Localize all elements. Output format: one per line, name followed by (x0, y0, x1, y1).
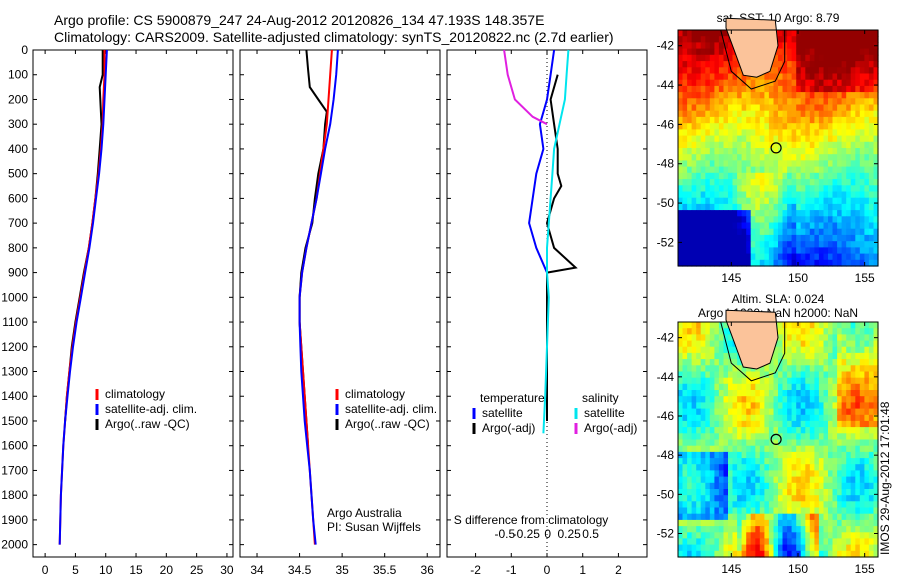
top-xtick-label: 0.5 (582, 527, 599, 541)
heatmap-cells-sst_map (678, 30, 879, 267)
map-subtitle: Argo h1000: NaN h2000: NaN (698, 306, 858, 320)
ytick-label: 800 (8, 241, 28, 255)
top-xtick-label: 0 (544, 527, 551, 541)
tasmania-land (725, 309, 779, 370)
plot-frame-temperature (32, 49, 234, 558)
series-line-sat_salinity (542, 49, 570, 434)
xtick-label: 36 (421, 563, 435, 577)
map-xtick-label: 155 (855, 562, 875, 576)
xtick-label: 1 (579, 563, 586, 577)
legend-label: Argo(-adj) (584, 421, 637, 435)
ytick-label: 1300 (1, 365, 28, 379)
map-ytick-label: -50 (657, 487, 675, 501)
xtick-label: 0 (42, 563, 49, 577)
ytick-label: 900 (8, 266, 28, 280)
map-ytick-label: -52 (657, 527, 675, 541)
top-xtick-label: 0.25 (557, 527, 581, 541)
xtick-label: 15 (129, 563, 143, 577)
ytick-label: 2000 (1, 538, 28, 552)
xtick-label: 25 (190, 563, 204, 577)
map-xtick-label: 145 (721, 562, 741, 576)
credit-annotation: Argo Australia (327, 506, 402, 520)
ytick-label: 1100 (2, 315, 28, 329)
ytick-label: 200 (8, 92, 28, 106)
ytick-label: 1400 (1, 389, 28, 403)
top-xtick-label: -0.5 (495, 527, 516, 541)
map-frame-sst_map (677, 29, 879, 267)
ytick-label: 400 (8, 142, 28, 156)
map-title: Altim. SLA: 0.024 (732, 292, 825, 306)
legend-label: climatology (105, 387, 165, 401)
map-ytick-label: -42 (657, 39, 675, 53)
map-ytick-label: -46 (657, 409, 675, 423)
xtick-label: 10 (99, 563, 113, 577)
map-xtick-label: 150 (788, 271, 808, 285)
ytick-label: 500 (8, 167, 28, 181)
ytick-label: 1800 (1, 488, 28, 502)
series-line-argo_salinity (503, 49, 548, 126)
xtick-label: 35.5 (373, 563, 397, 577)
ytick-label: 700 (8, 216, 28, 230)
xtick-label: 2 (615, 563, 622, 577)
legend-label: climatology (345, 387, 405, 401)
xtick-label: 0 (544, 563, 551, 577)
top-xtick-label: -0.25 (513, 527, 541, 541)
map-ytick-label: -44 (657, 78, 675, 92)
map-ytick-label: -48 (657, 157, 675, 171)
map-ytick-label: -44 (657, 370, 675, 384)
ytick-label: 300 (8, 117, 28, 131)
legend-label: satellite (584, 406, 625, 420)
map-ytick-label: -50 (657, 196, 675, 210)
xtick-label: 20 (160, 563, 174, 577)
xtick-label: 34 (250, 563, 264, 577)
profile-title: Argo profile: CS 5900879_247 24-Aug-2012… (54, 12, 545, 28)
map-frame-sla_map (677, 321, 879, 558)
legend-label: Argo(-adj) (482, 421, 535, 435)
map-ytick-label: -42 (657, 331, 675, 345)
map-ytick-label: -46 (657, 117, 675, 131)
map-xtick-label: 155 (855, 271, 875, 285)
map-xtick-label: 150 (788, 562, 808, 576)
xtick-label: -1 (506, 563, 517, 577)
series-line-satellite (298, 49, 339, 545)
ytick-label: 100 (8, 68, 28, 82)
xtick-label: 5 (72, 563, 79, 577)
top-xaxis-label: S difference from climatology (454, 513, 609, 527)
isobath-contour (720, 321, 786, 382)
heatmap-cells-sla_map (678, 322, 879, 558)
series-line-argo (545, 74, 578, 421)
legend-label: satellite-adj. clim. (345, 402, 437, 416)
legend-label: Argo(..raw -QC) (105, 417, 190, 431)
map-xtick-label: 145 (721, 271, 741, 285)
credit-annotation: PI: Susan Wijffels (327, 520, 421, 534)
ytick-label: 0 (21, 43, 28, 57)
ytick-label: 1500 (1, 414, 28, 428)
ytick-label: 600 (8, 191, 28, 205)
legend-label: Argo(..raw -QC) (345, 417, 430, 431)
argo-position-marker (770, 142, 782, 154)
ytick-label: 1700 (1, 463, 28, 477)
ytick-label: 1200 (1, 340, 28, 354)
ytick-label: 1900 (1, 513, 28, 527)
plot-frame-salinity (239, 49, 441, 558)
climatology-title: Climatology: CARS2009. Satellite-adjuste… (54, 29, 614, 45)
xtick-label: 30 (220, 563, 234, 577)
ytick-label: 1600 (1, 439, 28, 453)
map-ytick-label: -52 (657, 235, 675, 249)
xtick-label: 34.5 (288, 563, 312, 577)
ytick-label: 1000 (1, 290, 28, 304)
legend-heading: temperature (480, 391, 545, 405)
argo-position-marker (770, 433, 782, 445)
legend-heading: salinity (582, 391, 619, 405)
series-line-satellite (58, 49, 108, 545)
xtick-label: 35 (335, 563, 349, 577)
timestamp-stamp: IMOS 29-Aug-2012 17:01:48 (878, 401, 892, 555)
legend-label: satellite (482, 406, 523, 420)
xtick-label: -2 (470, 563, 481, 577)
legend-label: satellite-adj. clim. (105, 402, 197, 416)
tasmania-land (725, 17, 779, 78)
isobath-contour (720, 29, 786, 90)
map-ytick-label: -48 (657, 448, 675, 462)
